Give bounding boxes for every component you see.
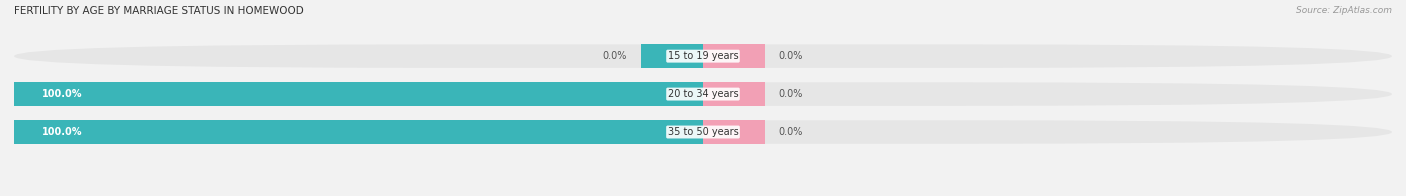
Text: 0.0%: 0.0% <box>779 89 803 99</box>
Text: Source: ZipAtlas.com: Source: ZipAtlas.com <box>1296 6 1392 15</box>
Bar <box>703 82 765 106</box>
FancyBboxPatch shape <box>14 82 1392 106</box>
Text: 0.0%: 0.0% <box>779 127 803 137</box>
Bar <box>14 120 703 144</box>
FancyBboxPatch shape <box>14 120 1392 144</box>
Text: 100.0%: 100.0% <box>42 89 82 99</box>
FancyBboxPatch shape <box>14 44 1392 68</box>
Text: FERTILITY BY AGE BY MARRIAGE STATUS IN HOMEWOOD: FERTILITY BY AGE BY MARRIAGE STATUS IN H… <box>14 6 304 16</box>
Text: 35 to 50 years: 35 to 50 years <box>668 127 738 137</box>
Bar <box>641 44 703 68</box>
Bar <box>14 82 703 106</box>
Text: 100.0%: 100.0% <box>42 127 82 137</box>
Text: 15 to 19 years: 15 to 19 years <box>668 51 738 61</box>
Bar <box>703 44 765 68</box>
Text: 0.0%: 0.0% <box>603 51 627 61</box>
Text: 0.0%: 0.0% <box>779 51 803 61</box>
Bar <box>703 120 765 144</box>
Text: 20 to 34 years: 20 to 34 years <box>668 89 738 99</box>
